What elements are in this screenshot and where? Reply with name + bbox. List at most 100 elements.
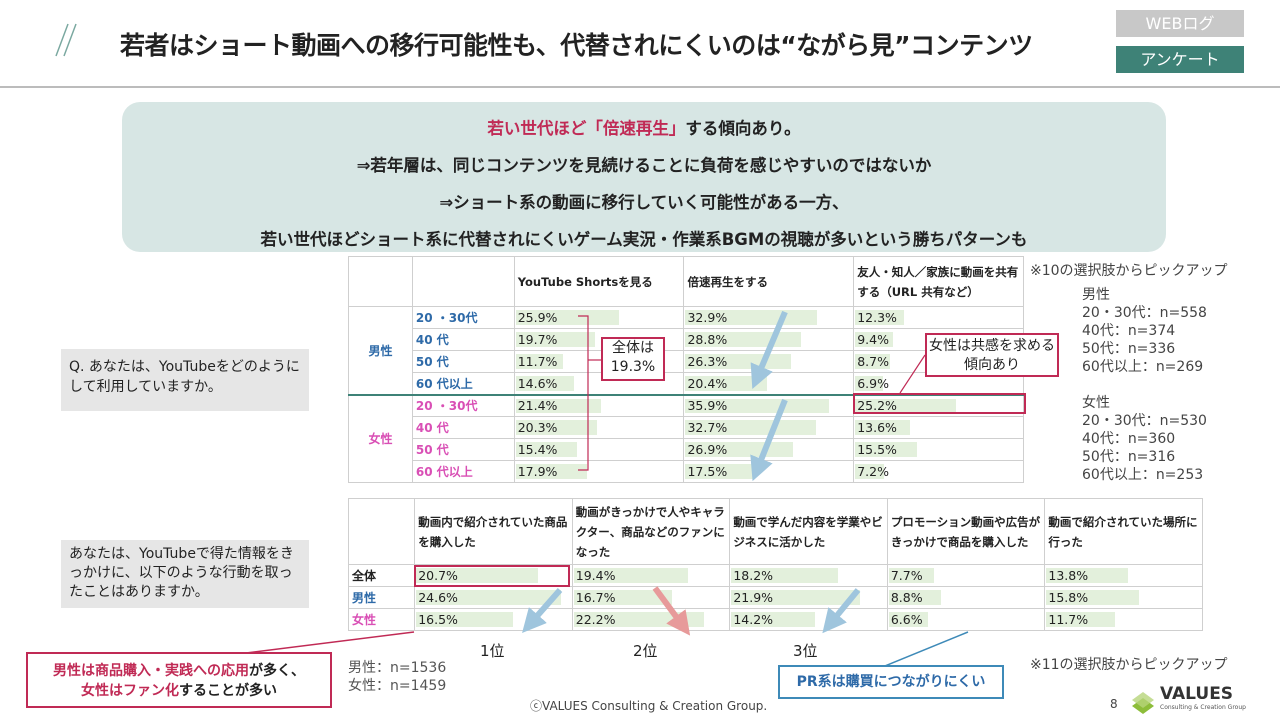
cell-value: 20.4% (687, 375, 728, 391)
row-label: 60 代以上 (411, 460, 515, 483)
cell-value: 6.6% (890, 612, 923, 627)
table-row: 40 代 20.3% 32.7% 13.6% (349, 416, 1024, 439)
data-bar (515, 332, 595, 347)
row-label: 40 代 (411, 328, 515, 351)
data-bar (855, 398, 957, 413)
summary-line-1: 若い世代ほど「倍速再生」する傾向あり。 (487, 119, 801, 138)
arrow-red (652, 586, 691, 636)
cell-value: 25.2% (857, 398, 897, 414)
data-cell: 11.7% (1044, 608, 1203, 631)
data-bar (685, 420, 817, 435)
row-label: 50 代 (411, 350, 515, 373)
callout-gender-insight: 男性は商品購入・実践への応用が多く、 女性はファン化することが多い (26, 652, 332, 708)
pick-note-2: ※11の選択肢からピックアップ (1030, 657, 1228, 673)
data-bar (855, 376, 883, 391)
cell-value: 11.7% (1048, 612, 1089, 627)
table-row: 男性 20 ・30代 25.9% 32.9% 12.3% (348, 306, 1024, 395)
data-cell: 7.7% (886, 564, 1046, 587)
callout-pr: PR系は購買につながりにくい (778, 665, 1004, 699)
data-bar (515, 420, 597, 435)
cell-value: 20.7% (418, 568, 458, 583)
cell-value: 15.5% (857, 442, 897, 457)
data-bar (685, 398, 830, 413)
summary-box: 若い世代ほど「倍速再生」する傾向あり。 ⇒若年層は、同じコンテンツを見続けること… (122, 102, 1166, 252)
rank-1: 1位 (480, 642, 505, 660)
data-bar (888, 568, 935, 583)
cell-value: 16.5% (418, 612, 458, 627)
cell-value: 21.4% (517, 398, 558, 414)
cell-value: 14.2% (733, 612, 774, 627)
cell-value: 13.8% (1048, 568, 1089, 583)
sample-note-2: 男性：n=1536 女性：n=1459 (348, 660, 447, 694)
data-bar (1046, 568, 1128, 583)
cell-value: 26.3% (687, 354, 728, 369)
data-bar (573, 568, 688, 583)
data-cell: 32.7% (683, 416, 855, 439)
data-cell: 14.2% (729, 608, 888, 631)
action-table: 動画内で紹介されていた商品を購入した 動画がきっかけで人やキャラクター、商品など… (347, 498, 1203, 631)
callout-female-empathy: 女性は共感を求める傾向あり (925, 333, 1059, 377)
tag-survey: アンケート (1116, 46, 1244, 73)
values-logo: VALUES Consulting & Creation Group (1130, 684, 1250, 716)
cell-value: 7.2% (857, 464, 889, 479)
data-bar (855, 332, 893, 347)
question-2: あなたは、YouTubeで得た情報をきっかけに、以下のような行動を取ったことはあ… (61, 540, 309, 608)
data-bar (416, 568, 538, 583)
slash-decoration-icon (55, 23, 77, 57)
highlight-total-purchase (414, 565, 570, 587)
cell-value: 13.6% (857, 420, 897, 435)
rank-2: 2位 (633, 642, 658, 660)
header-promo: プロモーション動画や広告がきっかけで商品を購入した (886, 498, 1046, 565)
header-learn: 動画で学んだ内容を学業やビジネスに活かした (729, 498, 888, 565)
data-bar (855, 310, 905, 325)
cell-value: 6.9% (857, 375, 889, 391)
data-bar (1046, 590, 1140, 605)
cell-value: 21.9% (733, 590, 774, 605)
cell-value: 25.9% (517, 310, 558, 325)
arrow-blue-4 (822, 588, 861, 634)
cell-value: 32.7% (687, 420, 728, 435)
data-bar (515, 398, 602, 413)
sample-sizes: 男性 20・30代：n=558 40代：n=374 50代：n=336 60代以… (1082, 287, 1207, 483)
data-bar (515, 376, 575, 391)
data-bar (573, 590, 672, 605)
tag-weblog: WEBログ (1116, 10, 1244, 37)
data-cell: 15.5% (853, 438, 1024, 461)
cell-value: 12.3% (857, 310, 897, 325)
cell-value: 17.9% (517, 464, 558, 479)
arrow-blue-1 (750, 310, 788, 390)
callout-total: 全体は 19.3% (601, 337, 665, 381)
table-row: 女性 16.5% 22.2% 14.2% 6.6% 11.7% (347, 608, 1203, 631)
cell-value: 18.2% (733, 568, 774, 583)
summary-line-2: ⇒若年層は、同じコンテンツを見続けることに負荷を感じやすいのではないか (356, 156, 932, 175)
cell-value: 15.4% (517, 442, 558, 457)
cell-value: 16.7% (575, 590, 616, 605)
cell-value: 11.7% (517, 354, 558, 369)
header-divider (0, 86, 1280, 88)
data-bar (855, 420, 910, 435)
page-title: 若者はショート動画への移行可能性も、代替されにくいのは“ながら見”コンテンツ (120, 31, 1033, 60)
question-1: Q. あなたは、YouTubeをどのようにして利用していますか。 (61, 349, 309, 411)
cell-value: 15.8% (1048, 590, 1089, 605)
arrow-blue-3 (522, 588, 563, 633)
data-cell: 35.9% (683, 394, 855, 417)
copyright: ⓒVALUES Consulting & Creation Group. (530, 699, 768, 713)
data-cell: 21.4% (513, 394, 685, 417)
row-label: 全体 (347, 564, 416, 587)
table-row: 全体 20.7% 19.4% 18.2% 7.7% 13.8% (347, 564, 1203, 587)
rank-3: 3位 (793, 642, 818, 660)
connector-female (899, 354, 926, 394)
data-bar (855, 442, 918, 457)
data-cell: 17.9% (513, 460, 685, 483)
cell-value: 35.9% (687, 398, 728, 414)
cell-value: 14.6% (517, 375, 558, 391)
data-bar (888, 612, 928, 627)
cell-value: 17.5% (687, 464, 728, 479)
data-cell: 7.2% (853, 460, 1024, 483)
summary-line-3: ⇒ショート系の動画に移行していく可能性がある一方、 (439, 193, 849, 212)
data-bar (416, 590, 561, 605)
data-bar (855, 354, 891, 369)
cell-value: 24.6% (418, 590, 458, 605)
connector-left (229, 631, 415, 656)
